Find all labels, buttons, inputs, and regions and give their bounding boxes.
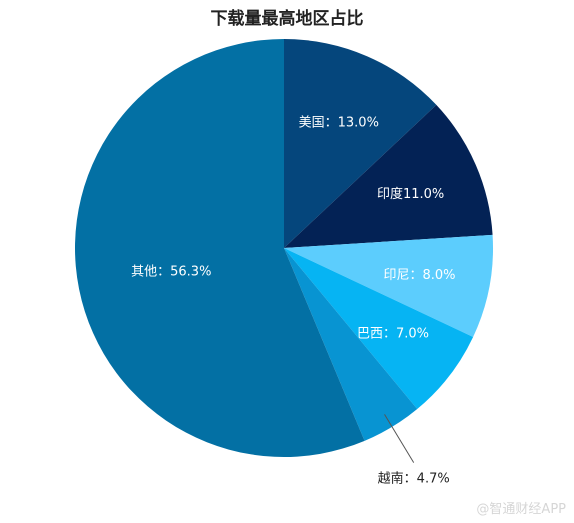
watermark: @智通财经APP (476, 502, 566, 517)
pie-slice-0 (284, 39, 437, 248)
slice-label-1: 印度11.0% (377, 186, 444, 202)
slice-label-0: 美国：13.0% (299, 115, 379, 130)
pie-labels: 美国：13.0% 印度11.0% 印尼：8.0% 巴西：7.0% 越南：4.7% 其他：5… (131, 115, 455, 486)
pie-slice-2 (284, 234, 493, 337)
pie-slice-3 (284, 248, 474, 410)
slice-label-5: 其他：56.3% (131, 265, 211, 280)
pie-slice-1 (284, 104, 493, 248)
leader-line-4 (384, 414, 415, 463)
slice-label-4: 越南：4.7% (378, 471, 450, 487)
slice-label-2: 印尼：8.0% (383, 268, 455, 283)
pie-slice-4 (284, 248, 418, 441)
chart-title: 下载量最高地区占比 (210, 9, 364, 29)
slice-label-3: 巴西：7.0% (357, 327, 429, 342)
pie-slices (74, 39, 493, 457)
pie-slice-5 (74, 39, 365, 457)
